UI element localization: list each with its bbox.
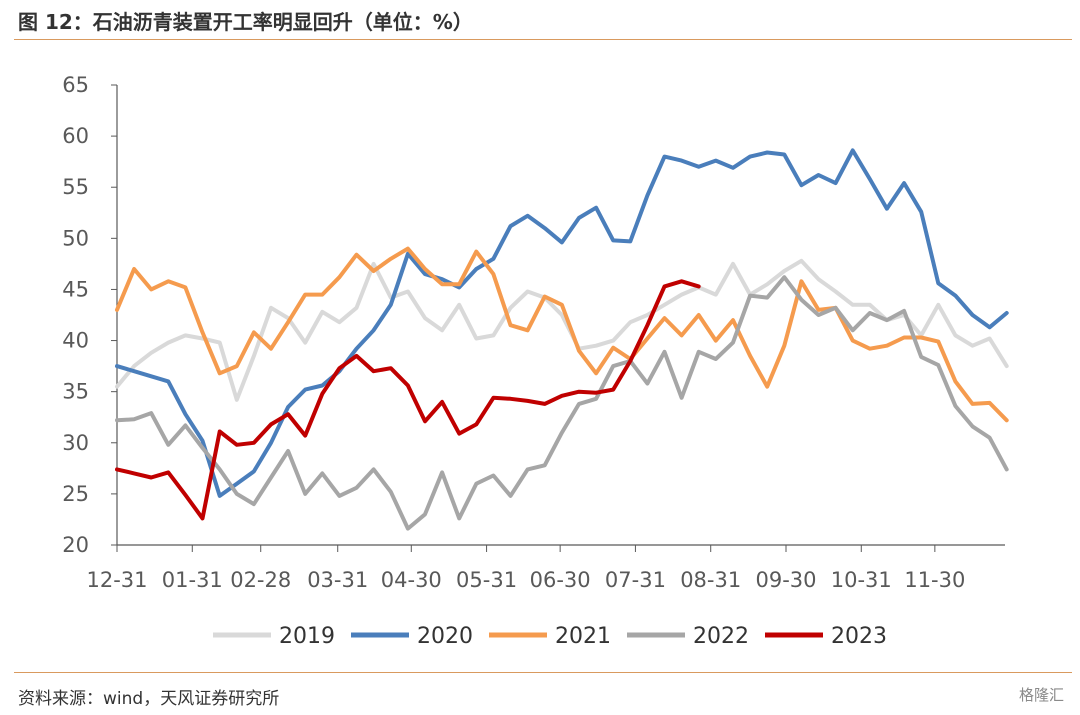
y-tick-label: 40 [62, 329, 89, 353]
legend-label-2023: 2023 [831, 624, 887, 649]
x-tick-label: 06-30 [530, 568, 591, 592]
chart-title: 图 12：石油沥青装置开工率明显回升（单位：%） [18, 10, 473, 34]
x-tick-label: 01-31 [162, 568, 223, 592]
x-tick-label: 08-31 [680, 568, 741, 592]
y-tick-label: 50 [62, 226, 89, 250]
legend-label-2021: 2021 [555, 624, 611, 649]
legend-label-2020: 2020 [417, 624, 473, 649]
y-tick-label: 30 [62, 431, 89, 455]
series-line-2020 [115, 148, 1009, 498]
x-tick-label: 03-31 [307, 568, 368, 592]
series-line-2023 [115, 279, 701, 521]
legend-label-2022: 2022 [693, 624, 749, 649]
y-tick-label: 45 [62, 277, 89, 301]
x-tick-label: 07-31 [605, 568, 666, 592]
chart-axes: 20 25 30 35 40 45 50 55 60 65 12-31 01-31 02-28 03-31… [62, 73, 1005, 592]
x-tick-label: 09-30 [755, 568, 816, 592]
x-tick-label: 02-28 [230, 568, 291, 592]
y-tick-label: 35 [62, 380, 89, 404]
series-layer [115, 148, 1009, 531]
y-tick-label: 60 [62, 124, 89, 148]
y-tick-label: 20 [62, 533, 89, 557]
x-tick-label: 05-31 [456, 568, 517, 592]
x-tick-label: 12-31 [86, 568, 147, 592]
source-note: 资料来源：wind，天风证券研究所 [18, 689, 280, 709]
x-tick-label: 04-30 [381, 568, 442, 592]
top-divider [14, 39, 1072, 40]
legend-label-2019: 2019 [279, 624, 335, 649]
series-line-2021 [115, 246, 1009, 423]
watermark-logo: 格隆汇 [1018, 686, 1064, 704]
series-line-2022 [115, 275, 1009, 531]
y-tick-label: 25 [62, 482, 89, 506]
chart-legend: 2019 2020 2021 2022 2023 [213, 624, 887, 649]
series-line-2019 [115, 258, 1009, 402]
bottom-divider [14, 672, 1072, 673]
x-tick-label: 11-30 [904, 568, 965, 592]
y-tick-label: 55 [62, 175, 89, 199]
x-tick-label: 10-31 [831, 568, 892, 592]
y-tick-label: 65 [62, 73, 89, 97]
